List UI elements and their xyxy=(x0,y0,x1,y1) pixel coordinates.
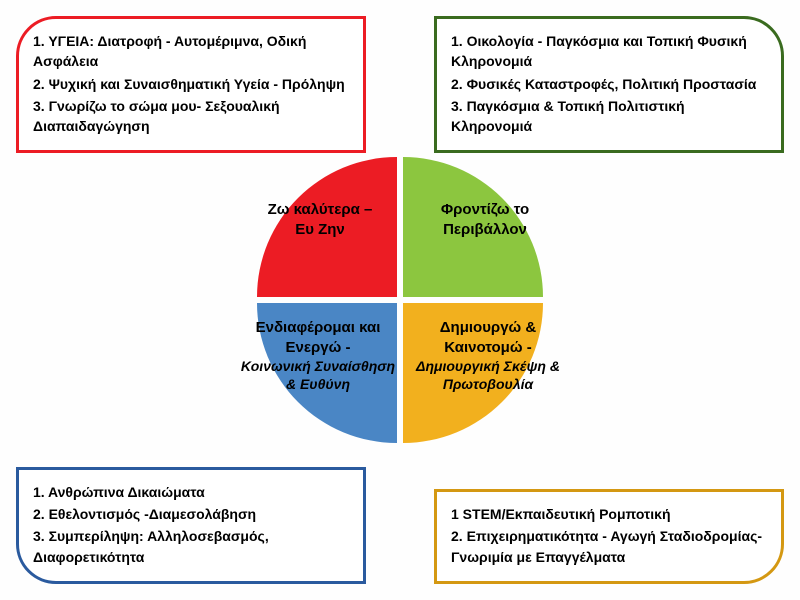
callout-item: 2. Φυσικές Καταστροφές, Πολιτική Προστασ… xyxy=(451,74,767,94)
callout-item: 2. Επιχειρηματικότητα - Αγωγή Σταδιοδρομ… xyxy=(451,526,767,567)
callout-item: 1. Ανθρώπινα Δικαιώματα xyxy=(33,482,349,502)
pie-subtitle: Δημιουργική Σκέψη & Πρωτοβουλία xyxy=(408,357,568,393)
callout-item: 1. Οικολογία - Παγκόσμια και Τοπική Φυσι… xyxy=(451,31,767,72)
callout-item: 3. Γνωρίζω το σώμα μου- Σεξουαλική Διαπα… xyxy=(33,96,349,137)
pie-title-line: Δημιουργώ & xyxy=(440,319,536,336)
callout-item: 1. ΥΓΕΙΑ: Διατροφή - Αυτομέριμνα, Οδική … xyxy=(33,31,349,72)
pie-label-environment: Φροντίζω το Περιβάλλον xyxy=(410,200,560,239)
pie-title-line: Περιβάλλον xyxy=(443,221,527,238)
callout-item: 3. Συμπερίληψη: Αλληλοσεβασμός, Διαφορετ… xyxy=(33,526,349,567)
pie-title-line: Ενεργώ - xyxy=(286,339,351,356)
pie-title-line: Ζω καλύτερα – xyxy=(268,201,373,218)
pie-subtitle: Κοινωνική Συναίσθηση & Ευθύνη xyxy=(238,357,398,393)
pie-title-line: Φροντίζω το xyxy=(441,201,529,218)
callout-item: 2. Εθελοντισμός -Διαμεσολάβηση xyxy=(33,504,349,524)
pie-label-social: Ενδιαφέρομαι και Ενεργώ - Κοινωνική Συνα… xyxy=(238,318,398,393)
pie-label-innovation: Δημιουργώ & Καινοτομώ - Δημιουργική Σκέψ… xyxy=(408,318,568,393)
pie-title-line: Ευ Ζην xyxy=(295,221,345,238)
callout-item: 1 STEM/Εκπαιδευτική Ρομποτική xyxy=(451,504,767,524)
pie-title-line: Ενδιαφέρομαι και xyxy=(256,319,381,336)
callout-environment: 1. Οικολογία - Παγκόσμια και Τοπική Φυσι… xyxy=(434,16,784,153)
callout-item: 3. Παγκόσμια & Τοπική Πολιτιστική Κληρον… xyxy=(451,96,767,137)
pie-title-line: Καινοτομώ - xyxy=(444,339,531,356)
pie-label-health: Ζω καλύτερα – Ευ Ζην xyxy=(245,200,395,239)
callout-item: 2. Ψυχική και Συναισθηματική Υγεία - Πρό… xyxy=(33,74,349,94)
callout-social: 1. Ανθρώπινα Δικαιώματα 2. Εθελοντισμός … xyxy=(16,467,366,584)
callout-health: 1. ΥΓΕΙΑ: Διατροφή - Αυτομέριμνα, Οδική … xyxy=(16,16,366,153)
callout-innovation: 1 STEM/Εκπαιδευτική Ρομποτική 2. Επιχειρ… xyxy=(434,489,784,584)
